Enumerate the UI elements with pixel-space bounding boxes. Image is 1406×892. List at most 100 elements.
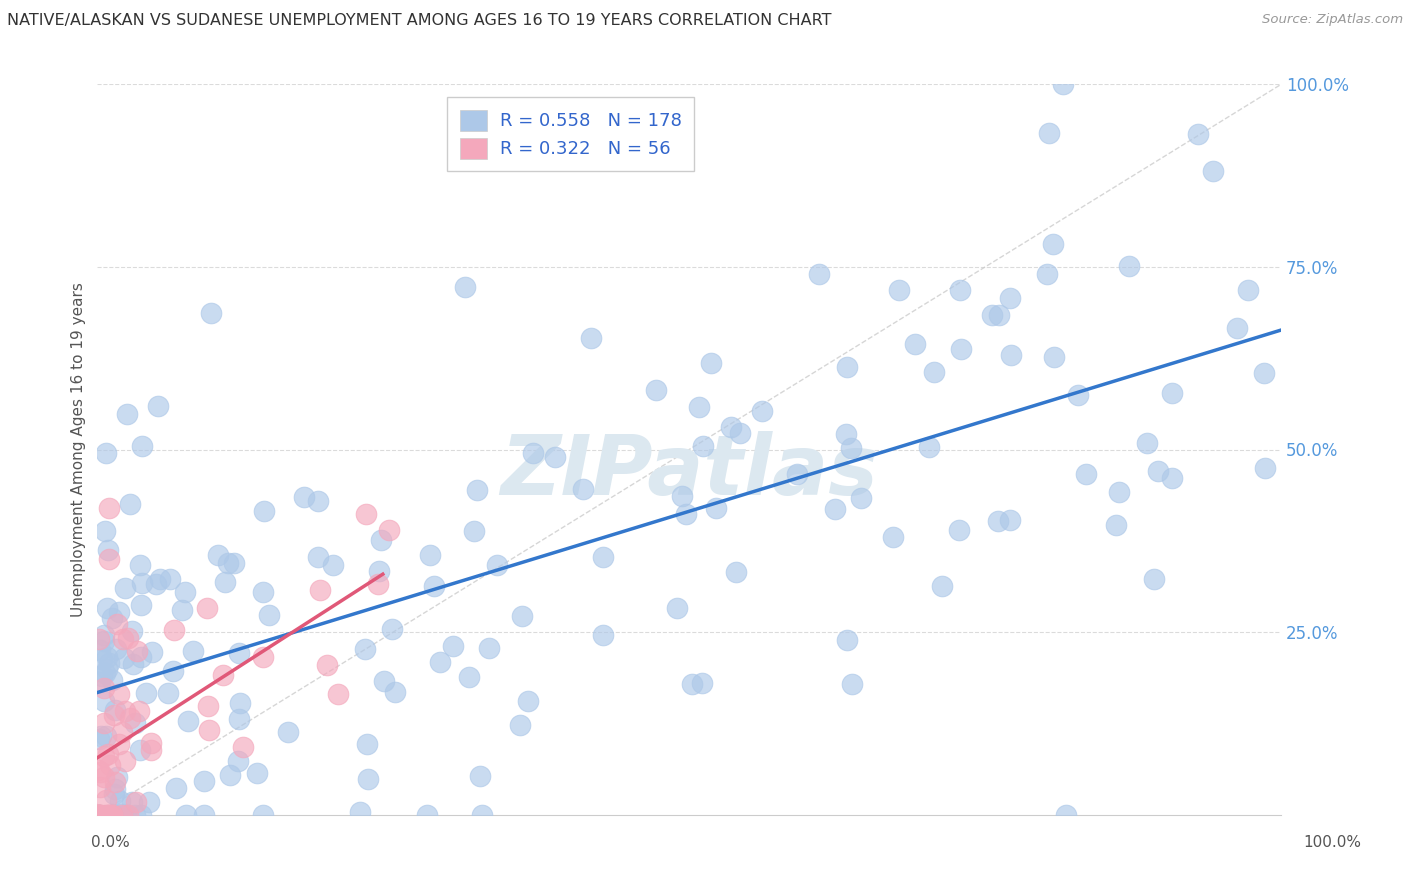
Point (103, 703, 125, 717)
Point (90, 668, 112, 682)
Point (835, 426, 858, 441)
Point (165, 781, 187, 796)
Point (93, 748, 115, 763)
Point (688, 401, 710, 415)
Point (824, 501, 846, 516)
Point (1118, 260, 1140, 274)
Point (108, 794, 131, 808)
Point (1147, 464, 1170, 478)
Point (117, 807, 139, 822)
Point (121, 796, 143, 810)
Point (918, 440, 941, 454)
Point (89, 674, 111, 689)
Point (97, 656, 120, 670)
Point (98, 552, 121, 566)
Point (103, 782, 125, 797)
Point (316, 658, 339, 673)
Point (129, 807, 152, 822)
Point (471, 807, 494, 822)
Point (127, 644, 149, 658)
Point (114, 581, 136, 595)
Point (229, 697, 252, 711)
Point (94, 729, 117, 743)
Point (807, 267, 830, 281)
Point (87, 807, 110, 822)
Point (837, 359, 859, 374)
Point (117, 407, 139, 421)
Point (91, 651, 114, 665)
Point (1136, 436, 1159, 450)
Point (96, 446, 118, 460)
Point (478, 640, 501, 655)
Point (89, 807, 111, 822)
Point (987, 309, 1010, 323)
Point (128, 558, 150, 573)
Point (468, 769, 491, 783)
Point (544, 450, 567, 464)
Point (89, 643, 111, 657)
Point (131, 576, 153, 591)
Point (458, 670, 481, 684)
Point (357, 772, 380, 787)
Point (416, 807, 439, 822)
Point (1143, 572, 1166, 586)
Point (98, 757, 121, 772)
Point (94, 793, 117, 807)
Point (93, 716, 115, 731)
Point (86, 764, 108, 778)
Point (1108, 484, 1130, 499)
Point (197, 698, 219, 713)
Point (93, 681, 115, 696)
Point (193, 774, 215, 789)
Point (101, 673, 124, 688)
Point (103, 707, 125, 722)
Point (103, 807, 125, 822)
Point (690, 675, 713, 690)
Point (214, 575, 236, 590)
Point (87, 807, 110, 822)
Point (443, 639, 465, 653)
Point (681, 677, 703, 691)
Point (581, 331, 603, 345)
Point (1254, 461, 1277, 475)
Point (257, 608, 280, 623)
Point (148, 399, 170, 413)
Point (110, 807, 132, 822)
Point (373, 674, 395, 689)
Point (195, 601, 218, 615)
Point (129, 650, 152, 665)
Point (292, 490, 315, 504)
Point (121, 657, 143, 671)
Point (889, 283, 911, 297)
Point (1187, 127, 1209, 141)
Point (665, 601, 688, 615)
Point (90, 729, 112, 743)
Point (307, 494, 329, 508)
Point (87, 807, 110, 822)
Point (97, 807, 120, 822)
Point (162, 664, 184, 678)
Point (181, 644, 204, 658)
Point (114, 754, 136, 768)
Point (592, 627, 614, 641)
Point (998, 512, 1021, 526)
Point (367, 565, 389, 579)
Point (111, 632, 134, 647)
Point (671, 489, 693, 503)
Point (89, 807, 111, 822)
Point (97, 747, 120, 761)
Point (1067, 388, 1090, 402)
Point (307, 549, 329, 564)
Point (354, 641, 377, 656)
Point (193, 807, 215, 822)
Point (252, 585, 274, 599)
Point (1000, 348, 1022, 362)
Point (384, 685, 406, 699)
Point (104, 807, 127, 822)
Point (139, 736, 162, 750)
Point (987, 514, 1010, 528)
Point (645, 383, 668, 397)
Point (219, 768, 242, 782)
Point (429, 655, 451, 669)
Point (131, 439, 153, 453)
